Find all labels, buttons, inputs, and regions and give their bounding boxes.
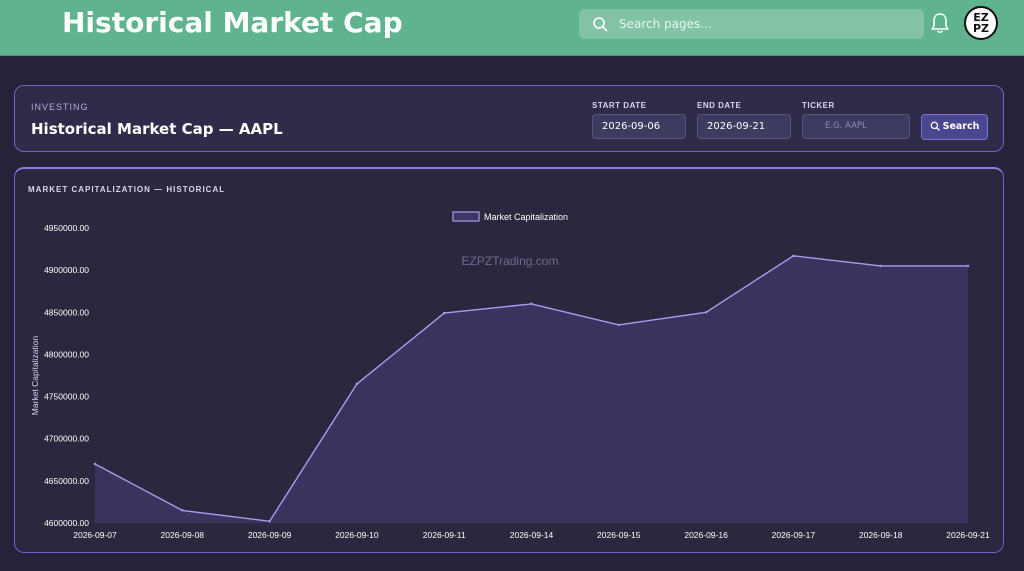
y-tick-label: 4850000.00 <box>44 307 89 317</box>
legend-label: Market Capitalization <box>484 212 568 222</box>
x-tick-label: 2026-09-15 <box>597 530 641 540</box>
search-icon <box>593 17 608 32</box>
y-tick-label: 4900000.00 <box>44 265 89 275</box>
x-tick-label: 2026-09-16 <box>684 530 728 540</box>
top-header: Historical Market Cap EZ PZ <box>0 0 1024 56</box>
y-tick-label: 4700000.00 <box>44 434 89 444</box>
chart-panel: MARKET CAPITALIZATION — HISTORICAL EZPZT… <box>14 167 1004 553</box>
data-point <box>181 509 184 512</box>
ticker-field[interactable]: E.G. AAPL <box>802 114 910 139</box>
data-point <box>530 302 533 306</box>
filter-panel: INVESTING Historical Market Cap — AAPL S… <box>14 85 1004 152</box>
x-tick-label: 2026-09-14 <box>510 530 554 540</box>
page-search[interactable] <box>579 9 924 39</box>
x-tick-label: 2026-09-11 <box>423 530 466 540</box>
y-axis-label: Market Capitalization <box>30 336 40 416</box>
data-point <box>617 323 620 327</box>
x-tick-label: 2026-09-21 <box>946 530 990 540</box>
data-point <box>355 382 359 386</box>
data-point <box>443 311 446 315</box>
data-point <box>966 264 970 268</box>
y-tick-label: 4600000.00 <box>44 518 89 528</box>
data-point <box>704 311 708 314</box>
search-button-label: Search <box>942 121 980 132</box>
data-point <box>268 520 271 523</box>
chart-watermark: EZPZTrading.com <box>462 254 559 268</box>
ticker-label: TICKER <box>802 101 835 110</box>
search-icon <box>930 121 940 131</box>
data-point <box>93 462 97 466</box>
x-tick-label: 2026-09-17 <box>772 530 816 540</box>
data-point <box>879 264 882 268</box>
end-date-label: END DATE <box>697 101 742 110</box>
start-date-label: START DATE <box>592 101 647 110</box>
end-date-field[interactable]: 2026-09-21 <box>697 114 791 139</box>
avatar-logo: EZ PZ <box>972 11 990 35</box>
y-tick-label: 4950000.00 <box>44 223 89 233</box>
x-tick-label: 2026-09-09 <box>248 530 292 540</box>
market-cap-chart: EZPZTrading.com 4600000.00 4650000.00 47000… <box>30 211 990 540</box>
x-tick-label: 2026-09-18 <box>859 530 903 540</box>
section-eyebrow: INVESTING <box>31 102 89 112</box>
series-area <box>95 255 968 524</box>
page-title: Historical Market Cap — AAPL <box>31 120 283 138</box>
y-tick-label: 4650000.00 <box>44 476 89 486</box>
start-date-field[interactable]: 2026-09-06 <box>592 114 686 139</box>
x-tick-label: 2026-09-07 <box>73 530 117 540</box>
app-title: Historical Market Cap <box>62 6 403 39</box>
chart-heading: MARKET CAPITALIZATION — HISTORICAL <box>28 185 226 194</box>
y-tick-label: 4750000.00 <box>44 392 89 402</box>
search-pages-input[interactable] <box>619 9 914 39</box>
data-point <box>792 254 795 258</box>
x-tick-label: 2026-09-10 <box>335 530 379 540</box>
bell-icon[interactable] <box>930 12 950 34</box>
legend-swatch <box>452 211 480 222</box>
search-button[interactable]: Search <box>921 114 988 140</box>
x-tick-label: 2026-09-08 <box>161 530 205 540</box>
y-tick-label: 4800000.00 <box>44 349 89 359</box>
avatar[interactable]: EZ PZ <box>964 6 998 40</box>
